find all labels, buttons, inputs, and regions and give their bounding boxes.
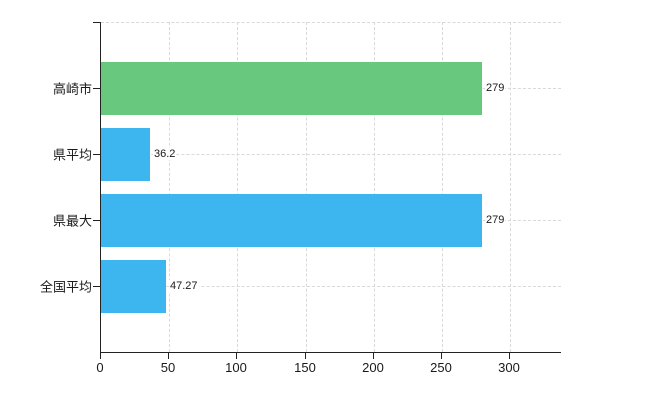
bar (101, 260, 166, 313)
x-axis-tick (305, 353, 306, 359)
x-axis-tick (373, 353, 374, 359)
y-axis-label: 高崎市 (52, 81, 92, 97)
x-axis-tick-label: 100 (225, 360, 247, 375)
y-axis-tick (93, 88, 100, 89)
x-axis-tick-label: 200 (362, 360, 384, 375)
bar (101, 128, 150, 181)
gridline-x-100 (237, 22, 239, 352)
gridline-x-250 (442, 22, 444, 352)
gridline-x-200 (373, 22, 375, 352)
y-axis-label: 県平均 (52, 147, 92, 163)
x-axis-tick (236, 353, 237, 359)
y-axis-top-tick (93, 22, 100, 23)
x-axis-tick (509, 353, 510, 359)
bar-value-label: 279 (485, 213, 506, 227)
y-axis-tick (93, 154, 100, 155)
bar-value-label: 279 (485, 81, 506, 95)
x-axis-tick-label: 300 (498, 360, 520, 375)
gridline-x-300 (510, 22, 512, 352)
gridline-x-50 (169, 22, 171, 352)
gridline-x-150 (305, 22, 307, 352)
x-axis-tick-label: 250 (430, 360, 452, 375)
x-axis-tick-label: 0 (96, 360, 104, 375)
y-axis-label: 県最大 (52, 213, 92, 229)
gridline-top (101, 22, 561, 23)
bar (101, 194, 482, 247)
x-axis-tick (441, 353, 442, 359)
y-axis-tick (93, 286, 100, 287)
plot-area: 279 36.2 279 47.27 (100, 22, 561, 353)
x-axis-tick (168, 353, 169, 359)
gridline-row (101, 154, 561, 155)
x-axis-tick-label: 150 (294, 360, 316, 375)
x-axis-tick-label: 50 (160, 360, 176, 375)
bar-value-label: 47.27 (169, 279, 199, 293)
x-axis-tick (100, 353, 101, 359)
bar-value-label: 36.2 (153, 147, 177, 161)
bar (101, 62, 482, 115)
y-axis-label: 全国平均 (39, 279, 92, 295)
y-axis-tick (93, 220, 100, 221)
gridline-row (101, 286, 561, 287)
